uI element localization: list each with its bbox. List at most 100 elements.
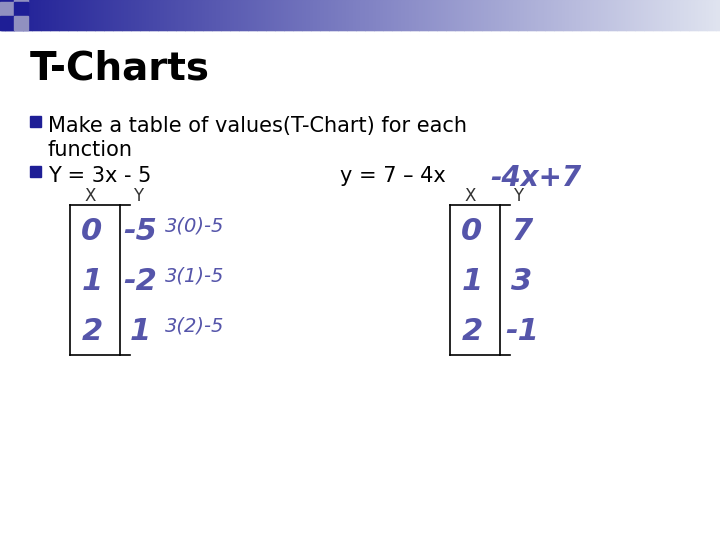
Bar [68,0,71,30]
Bar [553,0,555,30]
Bar [36,0,39,30]
Bar [456,0,458,30]
Bar [351,0,354,30]
Bar [288,0,291,30]
Bar [58,0,60,30]
Bar [236,0,238,30]
Bar [616,0,618,30]
Bar [94,0,96,30]
Bar [353,0,356,30]
Bar [659,0,662,30]
Bar [6,0,8,30]
Bar [360,0,363,30]
Bar [22,0,24,30]
Bar [547,0,550,30]
Bar [27,0,30,30]
Bar [20,0,22,30]
Bar [697,0,699,30]
Text: -1: -1 [505,317,539,346]
Bar [323,0,325,30]
Bar [414,0,417,30]
Bar [65,0,68,30]
Text: X: X [84,187,96,205]
Bar [492,0,494,30]
Bar [403,0,406,30]
Bar [539,0,541,30]
Bar [497,0,500,30]
Bar [589,0,591,30]
Bar [536,0,539,30]
Bar [252,0,255,30]
Bar [266,0,269,30]
Bar [304,0,307,30]
Text: 0: 0 [81,217,103,246]
Bar [104,0,107,30]
Bar [643,0,645,30]
Bar [446,0,449,30]
Bar [204,0,206,30]
Bar [686,0,688,30]
Bar [95,0,98,30]
Text: -2: -2 [123,267,157,296]
Bar [101,0,104,30]
Bar [419,0,422,30]
Bar [585,0,588,30]
Bar [391,0,393,30]
Bar [292,0,294,30]
Bar [7,0,10,30]
Bar [335,0,338,30]
Bar [690,0,692,30]
Bar [308,0,310,30]
Bar [468,0,471,30]
Bar [246,0,249,30]
Bar [448,0,451,30]
Bar [482,0,485,30]
Bar [223,0,226,30]
Bar [598,0,600,30]
Bar [230,0,233,30]
Bar [684,0,687,30]
Bar [527,0,530,30]
Bar [86,0,89,30]
Bar [431,0,433,30]
Bar [297,0,300,30]
Bar [614,0,616,30]
Bar [504,0,507,30]
Text: 1: 1 [81,267,103,296]
Bar [200,0,202,30]
Bar [475,0,478,30]
Bar [380,0,382,30]
Bar [299,0,302,30]
Bar [432,0,435,30]
Bar [511,0,514,30]
Bar [337,0,339,30]
Bar [662,0,665,30]
Bar [544,0,546,30]
Bar [29,0,32,30]
Bar [340,0,343,30]
Bar [176,0,179,30]
Bar [606,0,609,30]
Bar [276,0,278,30]
Bar [216,0,219,30]
Bar [524,0,526,30]
Bar [493,0,496,30]
Bar [701,0,703,30]
Bar [241,0,244,30]
Bar [510,0,512,30]
Bar [521,0,523,30]
Bar [474,0,476,30]
Bar [23,0,26,30]
Bar [108,0,111,30]
Bar [416,0,418,30]
Bar [261,0,264,30]
Bar [32,0,35,30]
Bar [49,0,51,30]
Bar [374,0,377,30]
Bar [364,0,366,30]
Bar [13,0,15,30]
Bar [673,0,676,30]
Bar [81,0,84,30]
Bar [551,0,554,30]
Bar [693,0,696,30]
